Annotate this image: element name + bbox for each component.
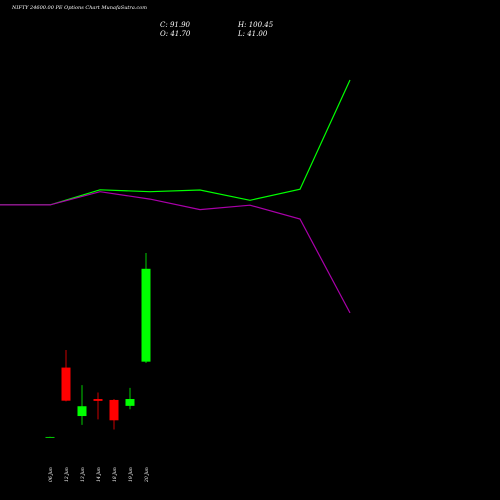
chart-title: NIFTY 24600.00 PE Options Chart MunafaSu…	[11, 5, 147, 11]
candle-body-20-jun	[141, 268, 151, 362]
candle-body-14-jun	[93, 399, 103, 401]
open-value: O: 41.70	[160, 30, 191, 38]
low-value: L: 41.00	[237, 30, 268, 38]
x-tick-label: 18 Jun	[112, 467, 118, 482]
indicator-line-1	[0, 79, 351, 206]
x-tick-label: 14 Jun	[96, 467, 102, 482]
close-value: C: 91.90	[160, 21, 191, 29]
indicator-lines	[0, 79, 351, 314]
candle-body-13-jun	[77, 406, 87, 417]
high-value: H: 100.45	[237, 21, 274, 29]
candle-body-12-jun	[61, 367, 71, 401]
candles	[45, 252, 151, 438]
candle-body-19-jun	[125, 399, 135, 406]
x-axis-ticks: 06 Jun 12 Jun 13 Jun 14 Jun 18 Jun 19 Jun 20 J…	[48, 467, 150, 483]
x-tick-label: 13 Jun	[80, 467, 86, 482]
x-tick-label: 12 Jun	[64, 467, 70, 482]
x-tick-label: 19 Jun	[128, 467, 134, 482]
candle-body-18-jun	[109, 399, 119, 421]
indicator-line-2	[0, 191, 351, 314]
x-tick-label: 06 Jun	[48, 467, 54, 482]
x-tick-label: 20 Jun	[144, 467, 150, 483]
candle-body-06-jun	[45, 436, 55, 438]
